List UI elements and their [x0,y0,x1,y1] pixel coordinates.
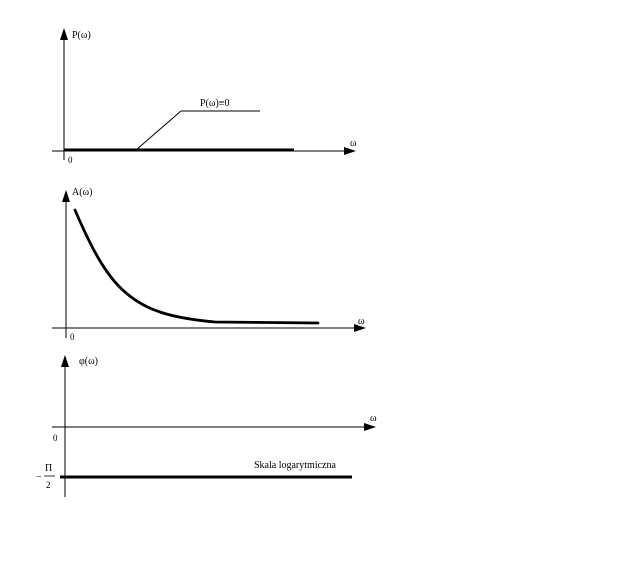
panel-p-omega: P(ω) ω 0 P(ω)≡0 [52,28,357,165]
p-annotation-label: P(ω)≡0 [200,98,229,109]
a-x-axis-arrow [354,324,366,332]
a-y-axis-arrow [62,190,70,202]
p-x-axis-arrow [344,147,356,155]
a-y-label: A(ω) [72,187,92,198]
p-x-label: ω [350,138,357,149]
phi-y-axis-arrow [61,355,69,367]
panel-phi-omega: φ(ω) ω 0 − Π 2 Skala logarytmiczna [36,355,377,497]
phi-scale-note: Skala logarytmiczna [254,460,336,471]
phi-x-axis-arrow [364,423,376,431]
p-y-label: P(ω) [72,30,91,41]
phi-x-label: ω [370,413,377,424]
a-x-label: ω [358,316,365,327]
p-y-axis-arrow [60,28,68,40]
phi-minus-sign: − [36,472,42,483]
panel-a-omega: A(ω) ω 0 [52,187,366,342]
p-origin-label: 0 [68,155,73,165]
a-decay-curve [73,208,320,325]
phi-pi-denominator: 2 [46,480,51,490]
p-annotation-leader [135,110,182,151]
a-origin-label: 0 [70,332,75,342]
phi-y-label: φ(ω) [79,356,98,367]
phi-pi-numerator: Π [45,463,52,474]
phi-origin-label: 0 [53,433,58,443]
